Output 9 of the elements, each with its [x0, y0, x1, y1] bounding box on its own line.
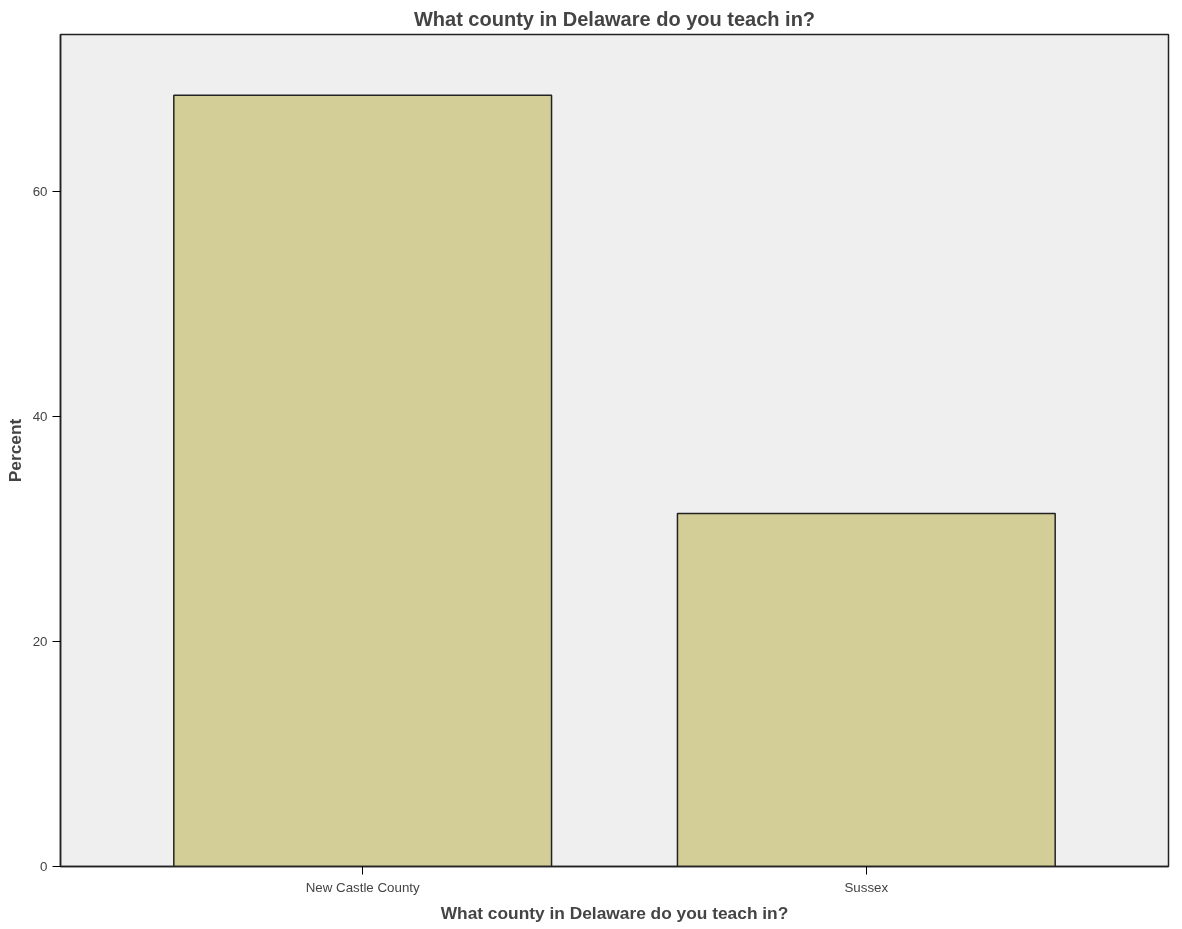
- y-tick-label: 20: [32, 634, 48, 650]
- y-tick-label: 60: [32, 184, 48, 200]
- chart-title: What county in Delaware do you teach in?: [413, 7, 816, 30]
- y-axis-title: Percent: [4, 418, 25, 483]
- y-tick-label: 0: [40, 859, 48, 874]
- y-tick-label: 40: [32, 409, 48, 425]
- x-tick-label: Sussex: [844, 879, 889, 895]
- x-tick-label: New Castle County: [305, 879, 421, 895]
- x-axis-title: What county in Delaware do you teach in?: [440, 902, 789, 923]
